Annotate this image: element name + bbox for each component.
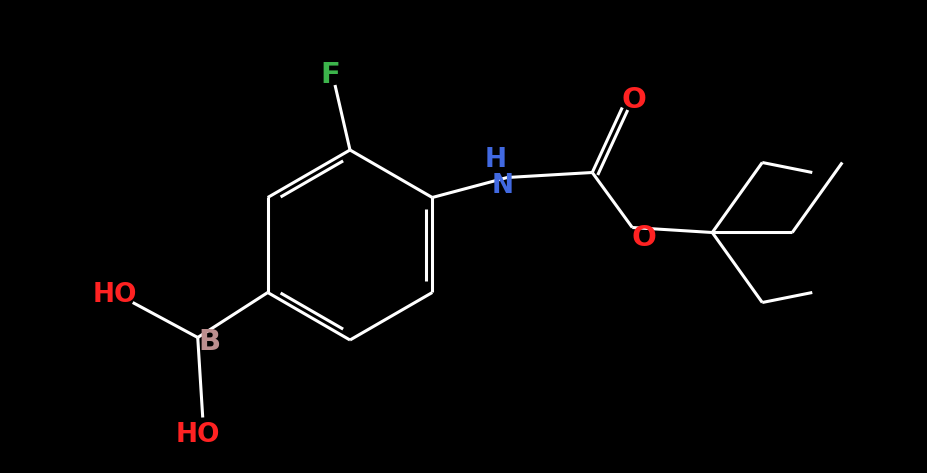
Text: H: H — [484, 147, 506, 173]
Text: O: O — [621, 86, 646, 114]
Text: HO: HO — [175, 422, 220, 448]
Text: HO: HO — [93, 281, 137, 307]
Text: F: F — [320, 61, 339, 89]
Text: N: N — [490, 173, 513, 199]
Text: O: O — [631, 224, 656, 252]
Text: B: B — [198, 329, 221, 357]
